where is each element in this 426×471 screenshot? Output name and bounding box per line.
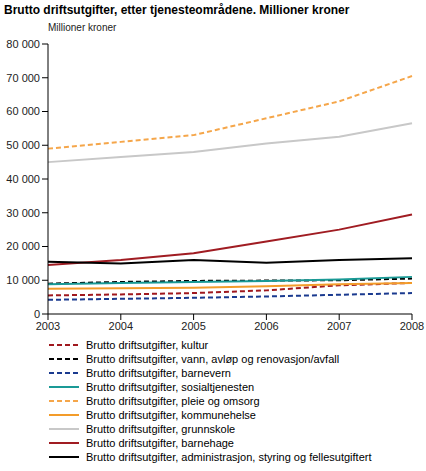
html-text:Brutto driftsutgifter, barneha: Brutto driftsutgifter, barnehage: [86, 437, 234, 449]
svg-text:20 000: 20 000: [8, 240, 40, 252]
svg-text:2005: 2005: [181, 320, 205, 332]
svg-text:2003: 2003: [36, 320, 60, 332]
svg-text:0: 0: [34, 308, 40, 320]
svg-text:80 000: 80 000: [8, 38, 40, 50]
html-text:Brutto driftsutgifter, pleie o: Brutto driftsutgifter, pleie og omsorg: [86, 395, 260, 407]
svg-text:2006: 2006: [254, 320, 278, 332]
html-text:Brutto driftsutgifter, etter t: Brutto driftsutgifter, etter tjenesteomr…: [4, 3, 350, 17]
html-text:Brutto driftsutgifter, adminis: Brutto driftsutgifter, administrasjon, s…: [86, 451, 372, 463]
html-text:Brutto driftsutgifter, kultur: Brutto driftsutgifter, kultur: [86, 339, 209, 351]
svg-text:2008: 2008: [400, 320, 418, 332]
html-text:Brutto driftsutgifter, kommune: Brutto driftsutgifter, kommunehelse: [86, 409, 256, 421]
svg-text:2004: 2004: [109, 320, 133, 332]
svg-text:2007: 2007: [327, 320, 351, 332]
svg-text:60 000: 60 000: [8, 105, 40, 117]
svg-text:30 000: 30 000: [8, 207, 40, 219]
svg-text:50 000: 50 000: [8, 139, 40, 151]
html-text:Millioner kroner: Millioner kroner: [48, 22, 117, 33]
svg-text:70 000: 70 000: [8, 72, 40, 84]
html-text:Brutto driftsutgifter, sosialt: Brutto driftsutgifter, sosialtjenesten: [86, 381, 255, 393]
svg-text:40 000: 40 000: [8, 173, 40, 185]
svg-text:10 000: 10 000: [8, 274, 40, 286]
html-text:Brutto driftsutgifter, vann, a: Brutto driftsutgifter, vann, avløp og re…: [86, 353, 340, 365]
html-text:Brutto driftsutgifter, barneve: Brutto driftsutgifter, barnevern: [86, 367, 231, 379]
html-text:Brutto driftsutgifter, grunnsk: Brutto driftsutgifter, grunnskole: [86, 423, 236, 435]
